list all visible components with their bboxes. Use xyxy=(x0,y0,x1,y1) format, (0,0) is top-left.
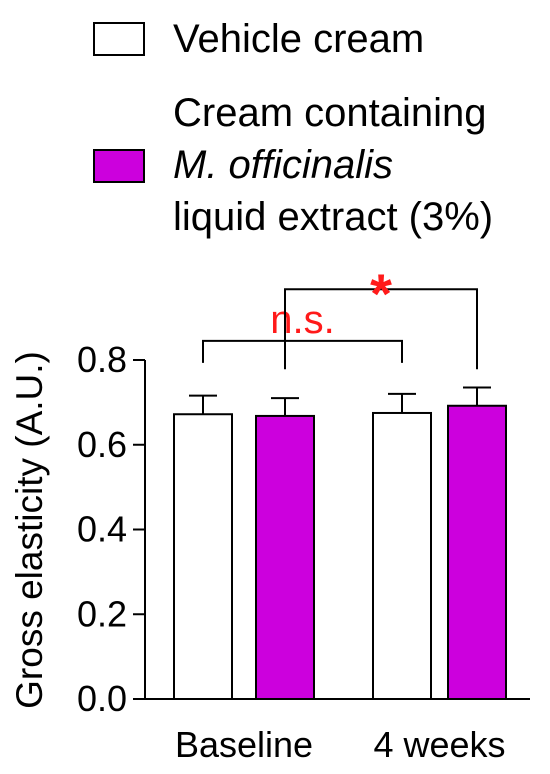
bar xyxy=(372,411,432,700)
legend-label-extract-line1: Cream containing xyxy=(173,91,487,135)
y-tick-label: 0.6 xyxy=(77,424,127,465)
y-axis-title: Gross elasticity (A.U.) xyxy=(9,351,50,709)
legend-label-extract-line2: M. officinalis xyxy=(173,143,394,187)
legend-label-vehicle: Vehicle cream xyxy=(173,17,425,61)
y-tick-label: 0.8 xyxy=(77,339,127,380)
y-tick-label: 0.4 xyxy=(77,509,127,550)
y-tick-label: 0.0 xyxy=(77,678,127,719)
y-tick-label: 0.2 xyxy=(77,593,127,634)
legend-swatch-extract xyxy=(93,149,145,183)
bar xyxy=(255,414,315,700)
x-tick-label: 4 weeks xyxy=(373,724,505,765)
legend-label-extract-line3: liquid extract (3%) xyxy=(173,195,494,239)
legend: Vehicle cream Cream containing M. offici… xyxy=(0,0,550,250)
significance-annotations: n.s. * xyxy=(202,262,478,370)
legend-swatch-vehicle xyxy=(93,22,145,56)
x-tick-label: Baseline xyxy=(175,724,313,765)
significance-label: * xyxy=(370,262,392,325)
significance-bracket xyxy=(202,339,403,363)
significance-label: n.s. xyxy=(270,298,334,342)
bar xyxy=(447,404,507,700)
significance-bracket xyxy=(284,288,478,370)
bars xyxy=(173,386,507,700)
bar xyxy=(173,413,233,700)
